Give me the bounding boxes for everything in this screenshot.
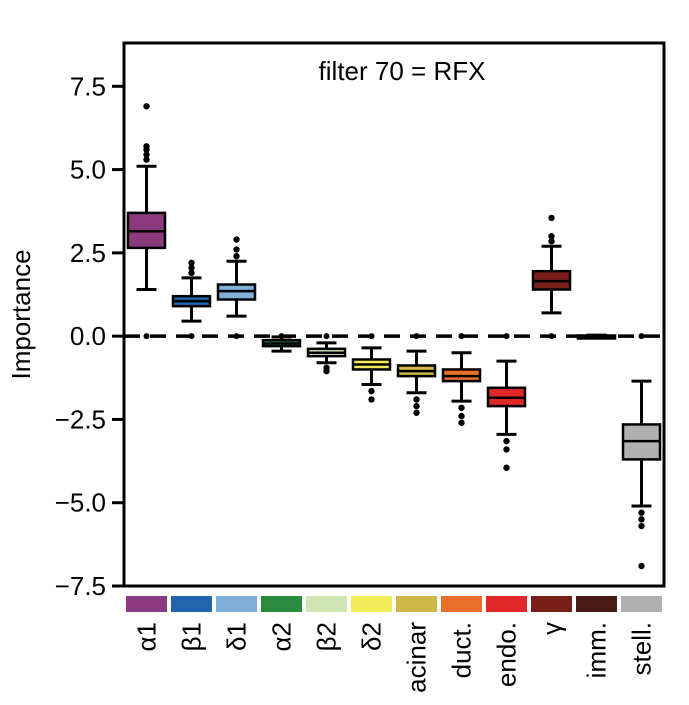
outlier-point <box>368 396 375 403</box>
y-tick-label: −7.5 <box>55 571 106 601</box>
outlier-point <box>323 367 330 375</box>
box-1 <box>171 259 212 340</box>
category-swatch <box>396 596 437 612</box>
category-label: endo. <box>492 622 522 687</box>
outlier-point <box>233 246 240 253</box>
y-tick-label: −2.5 <box>55 404 106 434</box>
category-label: α2 <box>267 622 297 652</box>
chart-title: filter 70 = RFX <box>319 56 486 86</box>
outlier-point <box>143 156 150 163</box>
plot-frame <box>122 41 666 588</box>
outlier-point <box>458 412 465 420</box>
x-axis-categories: α1 β1 δ1 α2 β2 δ2 acinar duct. endo. γ imm. stell. <box>126 596 662 693</box>
y-tick-label: 5.0 <box>70 155 106 185</box>
category-label: β1 <box>177 622 207 651</box>
category-label: δ2 <box>357 622 387 651</box>
category-swatch <box>261 596 302 612</box>
outlier-point <box>638 509 645 516</box>
category-label: β2 <box>312 622 342 651</box>
outlier-point <box>548 233 555 240</box>
category-swatch <box>441 596 482 612</box>
outlier-point <box>458 419 465 426</box>
box-9 <box>531 214 572 340</box>
outlier-point <box>413 409 420 416</box>
category-swatch <box>216 596 257 612</box>
zero-marker <box>143 333 150 340</box>
outlier-point <box>413 396 420 403</box>
category-swatch <box>306 596 347 612</box>
outlier-point <box>638 516 645 523</box>
outlier-point <box>143 143 150 150</box>
outlier-point <box>143 151 150 158</box>
category-swatch <box>126 596 167 612</box>
outlier-point <box>458 404 465 411</box>
outlier-point <box>143 103 150 110</box>
outlier-point <box>638 562 645 570</box>
box-5 <box>351 333 392 403</box>
y-tick-label: 7.5 <box>70 71 106 101</box>
zero-marker <box>638 333 645 340</box>
outlier-point <box>368 387 375 395</box>
outlier-point <box>503 437 510 445</box>
outlier-point <box>233 236 240 243</box>
category-label: acinar <box>402 622 432 693</box>
box-8 <box>486 333 527 471</box>
outlier-point <box>638 522 645 530</box>
category-label: α1 <box>132 622 162 652</box>
category-swatch <box>621 596 662 612</box>
category-swatch <box>171 596 212 612</box>
y-axis: 7.5 5.0 2.5 0.0 −2.5 −5.0 −7.5 <box>55 71 124 601</box>
category-swatch <box>531 596 572 612</box>
box-0 <box>126 103 167 340</box>
outlier-point <box>503 464 510 471</box>
y-tick-label: 2.5 <box>70 238 106 268</box>
y-axis-label: Importance <box>6 249 36 379</box>
zero-marker <box>323 333 330 340</box>
box-7 <box>441 333 482 426</box>
zero-marker <box>503 333 510 340</box>
outlier-point <box>188 269 195 277</box>
box-6 <box>396 333 437 416</box>
category-label: duct. <box>447 622 477 678</box>
category-label: δ1 <box>222 622 252 651</box>
box-11 <box>621 333 662 570</box>
outlier-point <box>548 214 555 222</box>
box-2 <box>216 236 257 340</box>
outlier-point <box>233 253 240 260</box>
outlier-point <box>503 446 510 453</box>
category-swatch <box>351 596 392 612</box>
category-label: γ <box>537 622 567 635</box>
outlier-point <box>413 402 420 410</box>
y-tick-label: −5.0 <box>55 488 106 518</box>
box-3 <box>261 333 302 353</box>
category-label: imm. <box>582 622 612 678</box>
category-swatch <box>486 596 527 612</box>
box-4 <box>306 333 347 375</box>
outlier-point <box>188 259 195 267</box>
y-tick-label: 0.0 <box>70 321 106 351</box>
outlier-point <box>188 264 195 272</box>
category-label: stell. <box>627 622 657 675</box>
category-swatch <box>576 596 617 612</box>
outlier-point <box>548 238 555 245</box>
